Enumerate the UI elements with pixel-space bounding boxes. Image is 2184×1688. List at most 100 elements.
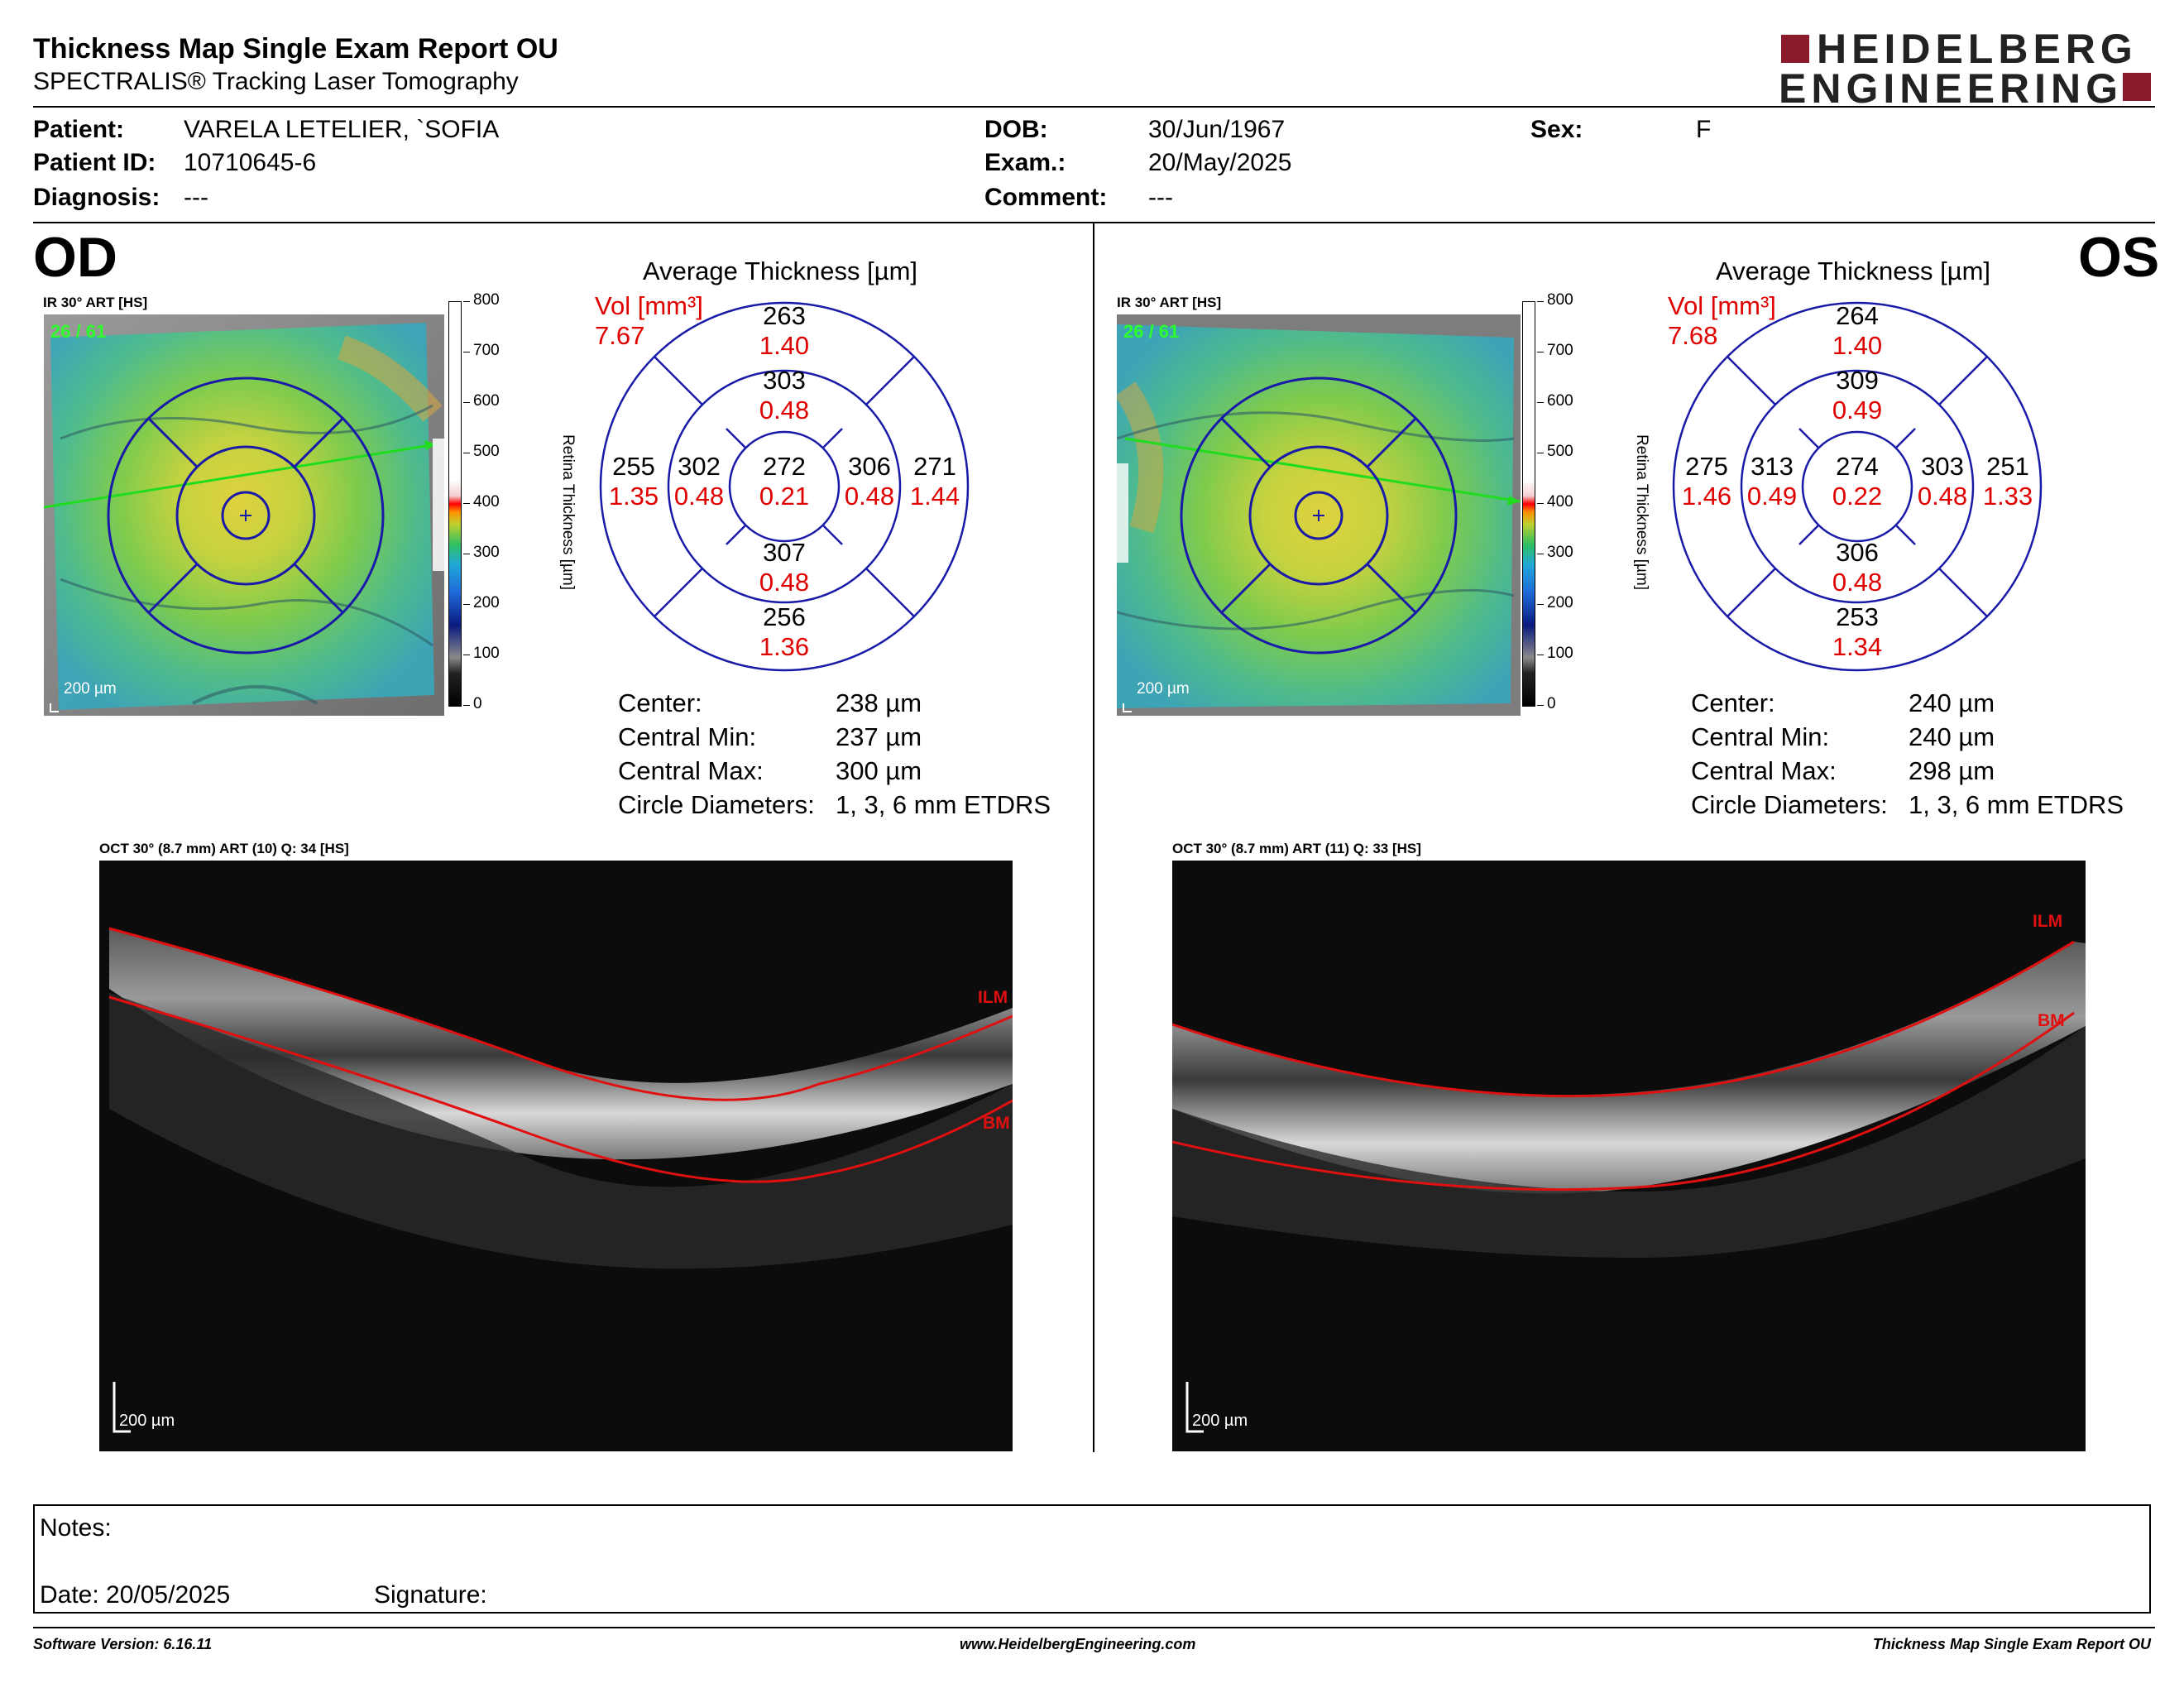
- od-inner-top-thickness: 303: [763, 366, 806, 395]
- od-vol-value: 7.67: [595, 321, 645, 350]
- logo-line-1: HEIDELBERG: [1817, 26, 2138, 72]
- os-inner-left-volume: 0.49: [1746, 482, 1798, 511]
- os-oct-bscan: ILM BM 200 µm: [1172, 861, 2086, 1451]
- os-stat-label-central-min: Central Min:: [1691, 722, 1830, 751]
- logo-block-1: [1781, 35, 1809, 63]
- od-outer-right-thickness: 271: [913, 452, 956, 481]
- os-inner-top-thickness: 309: [1836, 366, 1879, 395]
- od-outer-right-volume: 1.44: [909, 482, 960, 511]
- dob: 30/Jun/1967: [1148, 116, 1286, 143]
- os-oct-label: OCT 30° (8.7 mm) ART (11) Q: 33 [HS]: [1172, 841, 1421, 856]
- od-oct-scale: 200 µm: [119, 1412, 175, 1430]
- od-ir-label: IR 30° ART [HS]: [43, 295, 148, 310]
- colorbar-tick-mark: [1537, 301, 1544, 302]
- os-center-volume: 0.22: [1832, 482, 1883, 511]
- od-inner-bottom-volume: 0.48: [759, 568, 810, 597]
- os-outer-right-thickness: 251: [1986, 452, 2029, 481]
- info-divider: [33, 222, 2155, 223]
- colorbar-tick-label: 100: [1547, 645, 1573, 662]
- website-link[interactable]: www.HeidelbergEngineering.com: [960, 1636, 1196, 1652]
- exam-date: 20/May/2025: [1148, 149, 1292, 176]
- colorbar-tick-mark: [1537, 705, 1544, 706]
- os-inner-bottom-volume: 0.48: [1832, 568, 1883, 597]
- patient-label: Patient:: [33, 116, 125, 143]
- colorbar-tick-mark: [1537, 402, 1544, 403]
- os-vol-value: 7.68: [1668, 321, 1718, 350]
- colorbar-tick-mark: [1537, 503, 1544, 504]
- colorbar-tick-label: 200: [473, 594, 500, 611]
- os-oct-scale: 200 µm: [1192, 1412, 1248, 1430]
- sex-label: Sex:: [1530, 116, 1583, 143]
- os-stat-label-central-max: Central Max:: [1691, 756, 1837, 785]
- date-label: Date: 20/05/2025: [40, 1581, 231, 1609]
- colorbar-tick-mark: [1537, 604, 1544, 605]
- colorbar-tick-label: 300: [1547, 544, 1573, 561]
- eye-divider: [1093, 223, 1094, 1452]
- od-stat-label-central-min: Central Min:: [618, 722, 757, 751]
- od-stat-value-circle-diameters: 1, 3, 6 mm ETDRS: [836, 790, 1051, 819]
- colorbar-tick-label: 200: [1547, 594, 1573, 611]
- os-oct-bscan-svg: [1172, 940, 2086, 1433]
- os-etdrs-grid: [1672, 301, 2043, 672]
- od-inner-left-thickness: 302: [678, 452, 721, 481]
- os-inner-left-thickness: 313: [1751, 452, 1794, 481]
- od-center-thickness: 272: [763, 452, 806, 481]
- notes-box[interactable]: [33, 1504, 2151, 1614]
- os-stat-value-center: 240 µm: [1909, 688, 1995, 717]
- diagnosis: ---: [184, 184, 208, 211]
- od-bm-label: BM: [983, 1114, 1010, 1133]
- os-ir-counter: 26 / 61: [1123, 321, 1180, 342]
- colorbar-tick-label: 600: [473, 392, 500, 410]
- os-stat-value-central-max: 298 µm: [1909, 756, 1995, 785]
- notes-label: Notes:: [40, 1514, 112, 1542]
- colorbar-tick-mark: [463, 301, 470, 302]
- colorbar-tick-label: 0: [1547, 695, 1556, 712]
- sex: F: [1696, 116, 1712, 143]
- os-ilm-label: ILM: [2033, 912, 2063, 931]
- os-thickness-map-svg: [1117, 314, 1521, 716]
- os-inner-bottom-thickness: 306: [1836, 538, 1879, 567]
- os-center-thickness: 274: [1836, 452, 1879, 481]
- od-outer-top-volume: 1.40: [759, 331, 810, 360]
- od-stat-label-circle-diameters: Circle Diameters:: [618, 790, 815, 819]
- od-inner-bottom-thickness: 307: [763, 538, 806, 567]
- os-stat-label-center: Center:: [1691, 688, 1775, 717]
- os-eye-label: OS: [2078, 226, 2160, 289]
- os-vol-label: Vol [mm³]: [1668, 291, 1776, 320]
- od-stat-value-central-min: 237 µm: [836, 722, 922, 751]
- colorbar-tick-mark: [463, 503, 470, 504]
- colorbar-tick-label: 700: [473, 342, 500, 359]
- os-stat-value-circle-diameters: 1, 3, 6 mm ETDRS: [1909, 790, 2124, 819]
- os-outer-bottom-volume: 1.34: [1832, 632, 1883, 661]
- od-inner-left-volume: 0.48: [673, 482, 725, 511]
- logo-line-2: ENGINEERING: [1779, 65, 2124, 112]
- diagnosis-label: Diagnosis:: [33, 184, 160, 211]
- od-inner-right-volume: 0.48: [844, 482, 895, 511]
- od-etdrs-grid: [599, 301, 970, 672]
- colorbar-tick-mark: [463, 604, 470, 605]
- os-avg-title: Average Thickness [µm]: [1716, 257, 1991, 285]
- od-stat-value-central-max: 300 µm: [836, 756, 922, 785]
- od-colorbar-strip: [448, 301, 462, 707]
- od-outer-bottom-thickness: 256: [763, 602, 806, 631]
- footer-report-title: Thickness Map Single Exam Report OU: [1872, 1636, 2151, 1652]
- colorbar-tick-label: 400: [1547, 493, 1573, 511]
- header-divider: [33, 106, 2155, 108]
- od-vol-label: Vol [mm³]: [595, 291, 703, 320]
- os-colorbar-strip: [1522, 301, 1535, 707]
- od-thickness-map: 26 / 61 200 µm: [44, 314, 444, 716]
- od-ilm-label: ILM: [978, 988, 1008, 1007]
- od-inner-top-volume: 0.48: [759, 396, 810, 424]
- colorbar-tick-label: 400: [473, 493, 500, 511]
- os-map-scale: 200 µm: [1137, 680, 1190, 698]
- report-title: Thickness Map Single Exam Report OU: [33, 33, 558, 65]
- os-outer-left-thickness: 275: [1685, 452, 1728, 481]
- od-outer-left-volume: 1.35: [608, 482, 659, 511]
- exam-label: Exam.:: [984, 149, 1066, 176]
- od-outer-left-thickness: 255: [612, 452, 655, 481]
- os-inner-right-thickness: 303: [1921, 452, 1964, 481]
- os-outer-top-thickness: 264: [1836, 301, 1879, 330]
- colorbar-tick-label: 600: [1547, 392, 1573, 410]
- os-stat-label-circle-diameters: Circle Diameters:: [1691, 790, 1888, 819]
- colorbar-tick-label: 800: [1547, 291, 1573, 309]
